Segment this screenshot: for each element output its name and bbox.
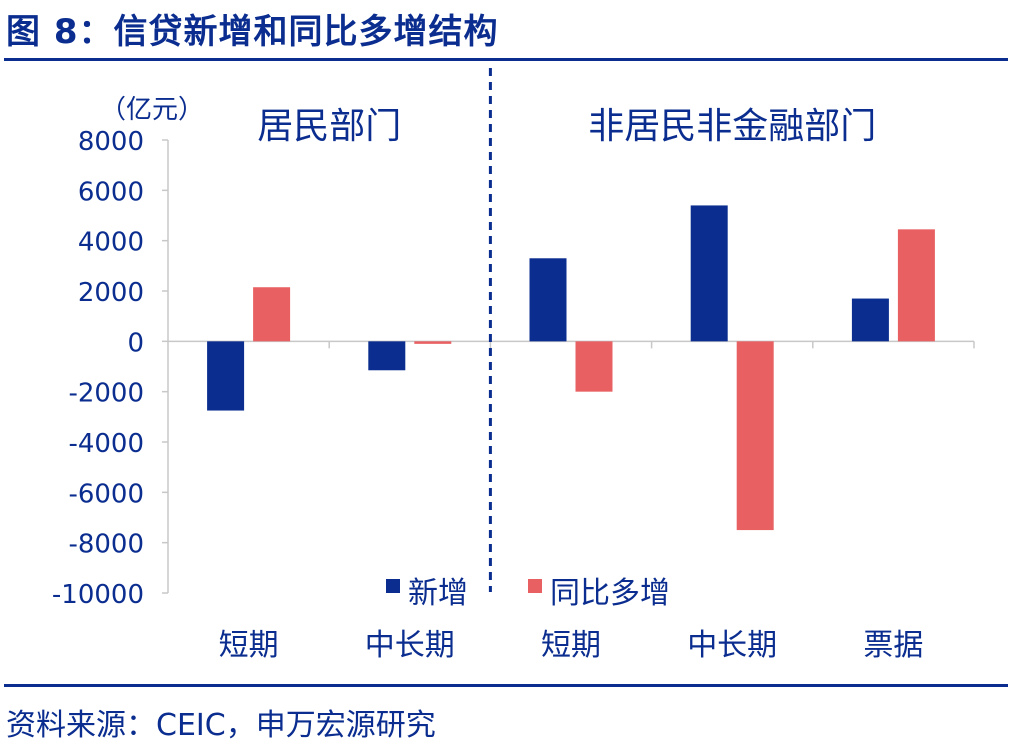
bar-new-0 — [207, 341, 245, 411]
x-category-label: 短期 — [219, 628, 279, 663]
source-note: 资料来源：CEIC，申万宏源研究 — [6, 708, 436, 743]
y-tick-label: 2000 — [78, 278, 144, 308]
y-tick-label: -4000 — [68, 429, 144, 459]
y-tick-label: 4000 — [78, 228, 144, 258]
bottom-rule — [4, 684, 1008, 687]
group-label: 居民部门 — [257, 106, 401, 147]
legend-label: 同比多增 — [550, 576, 670, 611]
legend-swatch — [386, 579, 400, 593]
legend: 新增 同比多增 — [386, 576, 670, 611]
y-axis: 8000 6000 4000 2000 0 -2000 -4000 -6000 -8000 -10… — [52, 127, 169, 610]
y-tick-label: -10000 — [52, 580, 144, 610]
bar-yoy-2 — [575, 341, 613, 392]
x-axis: 短期 中长期 短期 中长期 票据 — [168, 340, 975, 663]
figure-title: 图 8：信贷新增和同比多增结构 — [6, 12, 499, 52]
bar-yoy-1 — [414, 341, 452, 344]
bar-new-1 — [368, 341, 406, 371]
x-category-label: 中长期 — [365, 628, 455, 663]
bar-yoy-3 — [736, 341, 774, 531]
bar-new-2 — [529, 258, 567, 342]
y-tick-label: 0 — [127, 328, 144, 358]
y-tick-label: 8000 — [78, 127, 144, 157]
y-unit-label: （亿元） — [100, 95, 204, 125]
y-tick-label: 6000 — [78, 177, 144, 207]
bar-yoy-0 — [253, 287, 291, 342]
bar-yoy-4 — [897, 229, 935, 342]
group-label: 非居民非金融部门 — [588, 106, 876, 147]
x-category-label: 中长期 — [687, 628, 777, 663]
bars — [207, 205, 935, 531]
y-tick-label: -6000 — [68, 479, 144, 509]
legend-swatch — [528, 579, 542, 593]
x-category-label: 票据 — [863, 628, 923, 663]
y-tick-label: -8000 — [68, 530, 144, 560]
top-rule — [4, 58, 1008, 61]
bar-chart: 8000 6000 4000 2000 0 -2000 -4000 -6000 -8000 -10… — [52, 68, 975, 663]
group-labels: 居民部门 非居民非金融部门 — [257, 68, 876, 592]
y-tick-label: -2000 — [68, 379, 144, 409]
legend-label: 新增 — [408, 576, 468, 611]
bar-new-4 — [851, 298, 889, 342]
bar-new-3 — [690, 205, 728, 342]
x-category-label: 短期 — [541, 628, 601, 663]
